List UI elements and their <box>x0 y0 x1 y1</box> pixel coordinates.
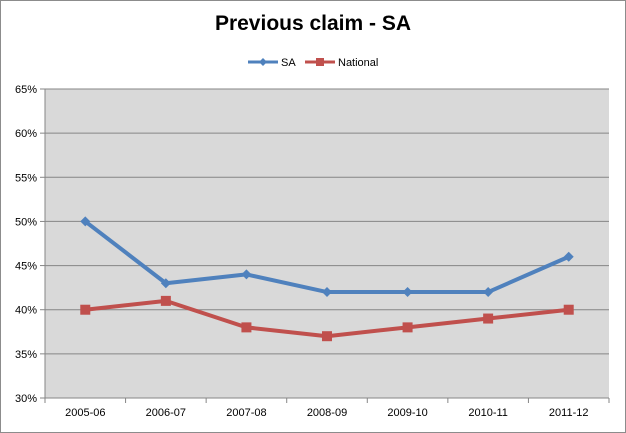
y-axis-tick-labels: 30% 35% 40% 45% 50% 55% 60% 65% <box>15 84 37 405</box>
data-point-diamond <box>483 287 494 298</box>
y-tick-label: 55% <box>15 172 37 184</box>
data-point-diamond <box>80 216 91 227</box>
series-lines <box>80 216 574 342</box>
x-tick-label: 2005-06 <box>65 407 105 419</box>
y-tick-label: 30% <box>15 393 37 405</box>
series-national <box>80 295 574 342</box>
plot-area <box>45 89 609 398</box>
data-point-square <box>160 295 171 306</box>
data-point-diamond <box>402 287 413 298</box>
y-tick-label: 60% <box>15 128 37 140</box>
y-tick-label: 35% <box>15 349 37 361</box>
legend-label: National <box>338 57 378 69</box>
y-tick-label: 50% <box>15 216 37 228</box>
data-point-square <box>402 322 413 333</box>
data-point-diamond <box>259 58 267 66</box>
data-point-square <box>80 304 91 315</box>
y-tick-label: 65% <box>15 84 37 96</box>
data-point-diamond <box>160 278 171 289</box>
data-point-square <box>322 331 332 342</box>
x-axis-tick-labels: 2005-06 2006-07 2007-08 2008-09 2009-10 2010-… <box>65 407 588 419</box>
y-tick-label: 40% <box>15 305 37 317</box>
x-tick-label: 2008-09 <box>307 407 347 419</box>
gridlines <box>40 88 609 399</box>
data-point-square <box>483 313 494 324</box>
legend-entry-national: National <box>305 57 378 69</box>
axes <box>44 89 610 403</box>
data-point-diamond <box>563 251 574 262</box>
x-tick-label: 2010-11 <box>468 407 508 419</box>
x-tick-label: 2007-08 <box>226 407 266 419</box>
x-tick-label: 2009-10 <box>387 407 427 419</box>
y-tick-label: 45% <box>15 261 37 273</box>
x-tick-label: 2006-07 <box>146 407 186 419</box>
legend-entry-sa: SA <box>248 57 296 69</box>
data-point-square <box>241 322 252 333</box>
data-point-square <box>316 58 324 66</box>
chart-title: Previous claim - SA <box>214 12 412 35</box>
data-point-diamond <box>322 287 332 298</box>
data-point-diamond <box>241 269 252 280</box>
legend: SA National <box>248 57 378 69</box>
x-tick-label: 2011-12 <box>549 407 589 419</box>
data-point-square <box>563 304 574 315</box>
legend-label: SA <box>281 57 296 69</box>
series-sa <box>80 216 574 298</box>
